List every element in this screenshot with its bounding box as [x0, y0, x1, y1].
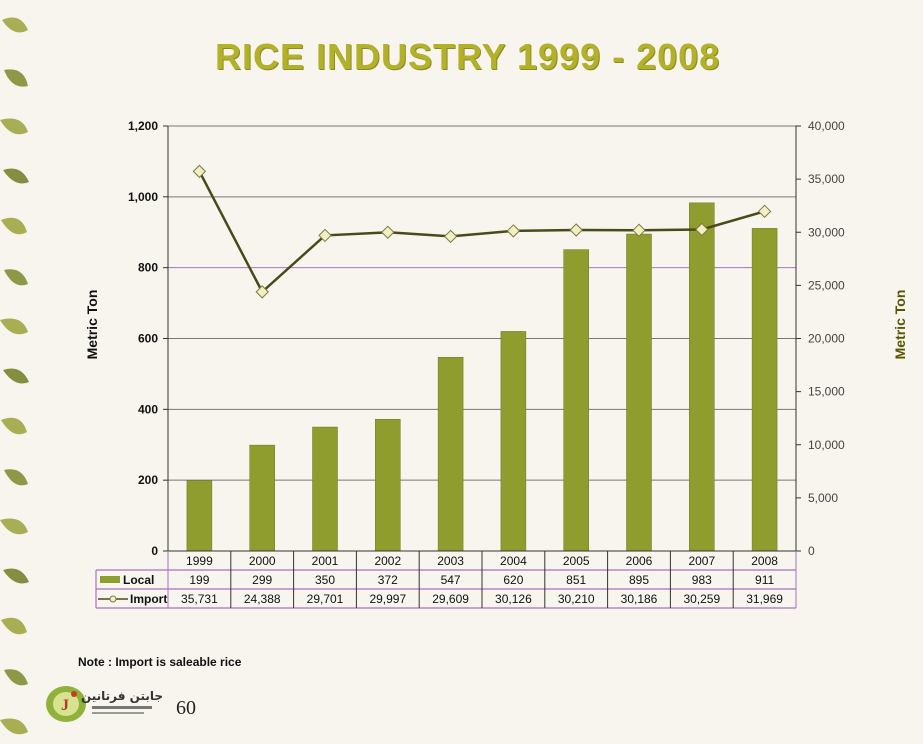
y-tick-label: 200: [138, 473, 158, 487]
bar-local: [500, 331, 527, 552]
legend-key-local: [100, 576, 120, 583]
y2-tick-label: 30,000: [808, 225, 845, 239]
leaf-border-decoration: [0, 17, 29, 735]
data-label-local: 350: [315, 573, 335, 587]
x-category-label: 2005: [563, 554, 590, 568]
data-label-import: 35,731: [181, 592, 218, 606]
data-label-import: 29,701: [307, 592, 344, 606]
x-category-label: 2008: [751, 554, 778, 568]
x-category-label: 2007: [688, 554, 715, 568]
x-category-label: 2002: [374, 554, 401, 568]
data-label-local: 372: [378, 573, 398, 587]
import-point: [381, 225, 395, 239]
bar-local: [563, 249, 589, 552]
x-category-label: 2004: [500, 554, 527, 568]
data-label-local: 851: [566, 573, 586, 587]
import-point: [506, 224, 521, 238]
x-category-label: 2003: [437, 554, 464, 568]
logo-text: جابتن فرتانين: [81, 689, 162, 703]
import-point: [632, 223, 646, 237]
data-label-import: 30,259: [683, 592, 720, 606]
footnote: Note : Import is saleable rice: [78, 655, 242, 669]
data-label-local: 911: [755, 573, 774, 587]
y2-tick-label: 20,000: [808, 332, 845, 346]
y2-tick-label: 35,000: [808, 172, 845, 186]
y2-tick-label: 10,000: [808, 438, 845, 452]
y2-tick-label: 25,000: [808, 278, 845, 292]
bar-local: [312, 426, 338, 552]
data-label-local: 895: [629, 573, 649, 587]
data-table: 1999 2000 2001 2002 2003 2004 2005 2006 2007 2008…: [95, 551, 797, 609]
data-label-local: 983: [692, 573, 712, 587]
import-point: [318, 228, 332, 243]
data-label-import: 30,186: [621, 592, 658, 606]
page-number: 60: [176, 697, 196, 719]
x-category-label: 2000: [249, 554, 276, 568]
legend-label-import: Import: [130, 592, 167, 606]
axes: 0 200 400 600 800 1,000 1,200 0 5,000 10,000 15,00…: [84, 119, 908, 558]
import-point: [569, 223, 583, 237]
data-label-local: 620: [503, 573, 523, 587]
y-tick-label: 600: [138, 332, 158, 346]
import-point: [757, 204, 772, 219]
bar-local: [751, 228, 778, 552]
x-category-label: 1999: [186, 554, 213, 568]
bar-local: [689, 202, 715, 552]
legend-label-local: Local: [123, 573, 154, 587]
svg-text:J: J: [61, 697, 69, 714]
bar-local: [375, 419, 401, 552]
y-axis-title: Metric Ton: [84, 290, 100, 360]
import-point: [443, 229, 458, 244]
data-label-import: 29,609: [432, 592, 469, 606]
x-category-label: 2001: [312, 554, 339, 568]
import-point: [255, 285, 269, 299]
data-label-local: 299: [252, 573, 272, 587]
y-tick-label: 1,000: [128, 190, 158, 204]
chart-title: RICE INDUSTRY 1999 - 2008: [215, 36, 721, 77]
y-tick-label: 400: [138, 402, 158, 416]
y-tick-label: 1,200: [128, 119, 158, 133]
data-label-import: 24,388: [244, 592, 281, 606]
data-label-import: 30,126: [495, 592, 532, 606]
data-label-local: 547: [441, 573, 461, 587]
bar-local: [186, 480, 213, 552]
y-tick-label: 800: [138, 261, 158, 275]
y2-tick-label: 40,000: [808, 119, 845, 133]
import-line: [198, 170, 765, 294]
bar-local: [437, 357, 464, 552]
y2-tick-label: 0: [808, 544, 815, 558]
import-point: [192, 164, 207, 179]
y-tick-label: 0: [151, 544, 158, 558]
data-label-import: 31,969: [746, 592, 783, 606]
y2-tick-label: 5,000: [808, 491, 838, 505]
x-category-label: 2006: [626, 554, 653, 568]
data-label-local: 199: [189, 573, 209, 587]
y2-tick-label: 15,000: [808, 385, 845, 399]
bar-local: [249, 444, 275, 552]
publisher-logo: J جابتن فرتانين: [46, 686, 162, 722]
bars-local: [186, 202, 778, 552]
y2-axis-title: Metric Ton: [892, 290, 908, 360]
legend-key-import-marker: [109, 595, 117, 603]
line-import: [192, 164, 772, 299]
data-label-import: 29,997: [369, 592, 406, 606]
import-point: [695, 222, 709, 237]
data-label-import: 30,210: [558, 592, 595, 606]
bar-local: [626, 233, 652, 552]
